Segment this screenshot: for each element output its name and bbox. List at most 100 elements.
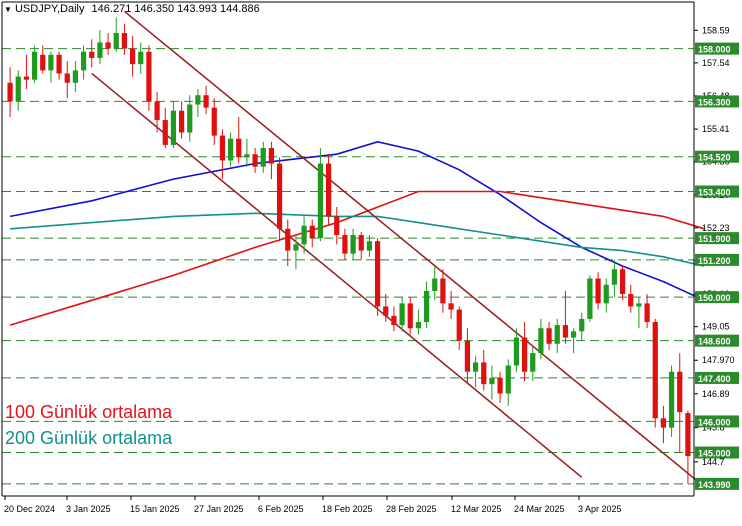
- candle-body: [677, 371, 683, 413]
- ma50-line: [9, 140, 705, 302]
- candle-body: [415, 322, 422, 329]
- candle-body: [146, 51, 152, 102]
- level-label-bg: [695, 253, 739, 266]
- candle-body: [260, 148, 266, 167]
- y-tick-label: 147.970: [702, 355, 735, 365]
- candle-body: [56, 54, 62, 74]
- candle-body: [603, 284, 609, 304]
- x-axis-labels: 20 Dec 2024 3 Jan 2025 15 Jan 2025 27 Jan 2…: [4, 496, 622, 514]
- y-axis-labels: 158.59157.54156.48155.41154.36153.29152.…: [694, 25, 735, 467]
- candle-body: [334, 216, 340, 236]
- candle-body: [366, 241, 373, 251]
- level-label-bg: [695, 291, 739, 304]
- candle-body: [170, 110, 177, 145]
- candle-body: [105, 42, 111, 49]
- level-label: 154.520: [698, 153, 731, 163]
- candle-body: [432, 278, 438, 291]
- legend-ma100: 100 Günlük ortalama: [5, 402, 173, 422]
- candle-body: [374, 241, 381, 307]
- level-label: 150.000: [698, 293, 731, 303]
- candles: [7, 17, 691, 484]
- candle-body: [64, 73, 70, 83]
- candle-body: [48, 54, 54, 71]
- candle-body: [554, 325, 560, 344]
- candle-body: [72, 70, 79, 83]
- level-lines: [2, 48, 694, 485]
- candle-body: [219, 135, 226, 161]
- chart-header: ▼ USDJPY,Daily 146.271 146.350 143.993 1…: [4, 3, 260, 15]
- candle-body: [211, 107, 217, 136]
- channel-upper-line: [123, 10, 705, 488]
- level-label: 151.900: [698, 234, 731, 244]
- candle-body: [268, 148, 275, 164]
- candle-body: [252, 154, 258, 167]
- x-tick-label: 6 Feb 2025: [258, 504, 304, 514]
- candle-body: [154, 101, 160, 121]
- candle-body: [513, 337, 520, 366]
- y-tick-label: 158.59: [702, 25, 730, 35]
- level-label-bg: [695, 185, 739, 198]
- candle-body: [456, 309, 462, 341]
- x-tick-label: 3 Jan 2025: [66, 504, 111, 514]
- candle-body: [178, 110, 185, 133]
- ohlc-readout: 146.271 146.350 143.993 144.886: [91, 3, 260, 15]
- collapse-triangle-icon[interactable]: ▼: [4, 5, 12, 14]
- candle-body: [628, 294, 634, 307]
- candle-body: [227, 138, 234, 161]
- y-tick-label: 155.41: [702, 124, 730, 134]
- candle-body: [89, 51, 95, 58]
- candle-body: [276, 163, 283, 229]
- candle-body: [236, 138, 242, 158]
- candle-body: [113, 33, 119, 49]
- x-tick-label: 27 Jan 2025: [194, 504, 244, 514]
- y-tick-label: 157.54: [702, 58, 730, 68]
- candle-body: [121, 33, 128, 49]
- candle-body: [481, 362, 487, 385]
- level-label-bg: [695, 232, 739, 245]
- candle-body: [195, 95, 201, 105]
- level-label: 148.600: [698, 337, 731, 347]
- level-label-bg: [695, 95, 739, 108]
- y-tick-label: 144.7: [702, 457, 725, 467]
- candle-body: [293, 244, 299, 251]
- level-label-bg: [695, 446, 739, 459]
- candle-body: [660, 418, 667, 428]
- x-tick-label: 3 Apr 2025: [578, 504, 622, 514]
- y-tick-label: 152.23: [702, 223, 730, 233]
- candle-body: [203, 95, 209, 108]
- level-label: 158.000: [698, 45, 731, 55]
- candle-body: [423, 290, 430, 323]
- ma200-line: [10, 212, 705, 267]
- level-label-bg: [695, 150, 739, 163]
- level-label: 153.400: [698, 188, 731, 198]
- y-tick-label: 146.89: [702, 389, 730, 399]
- candle-body: [317, 163, 324, 239]
- candle-body: [138, 51, 144, 65]
- symbol-label: USDJPY,Daily: [14, 3, 85, 15]
- candle-body: [391, 315, 397, 326]
- level-label-bg: [695, 334, 739, 347]
- candle-body: [31, 51, 38, 80]
- level-label-bg: [695, 415, 739, 428]
- candle-body: [285, 228, 291, 251]
- candle-body: [15, 76, 21, 102]
- candle-body: [489, 377, 495, 385]
- candle-body: [309, 225, 315, 239]
- x-tick-label: 18 Feb 2025: [322, 504, 373, 514]
- candle-body: [546, 328, 552, 344]
- candle-body: [301, 225, 307, 245]
- candle-body: [325, 163, 332, 217]
- candle-body: [23, 76, 30, 80]
- candle-body: [472, 362, 479, 372]
- candle-body: [350, 235, 356, 254]
- candle-body: [644, 303, 650, 323]
- candle-body: [652, 322, 658, 419]
- candle-body: [521, 337, 528, 372]
- candle-body: [570, 331, 577, 338]
- legend-ma200: 200 Günlük ortalama: [5, 428, 173, 448]
- level-label: 143.990: [698, 480, 731, 490]
- candle-body: [342, 235, 348, 254]
- x-tick-label: 20 Dec 2024: [4, 504, 55, 514]
